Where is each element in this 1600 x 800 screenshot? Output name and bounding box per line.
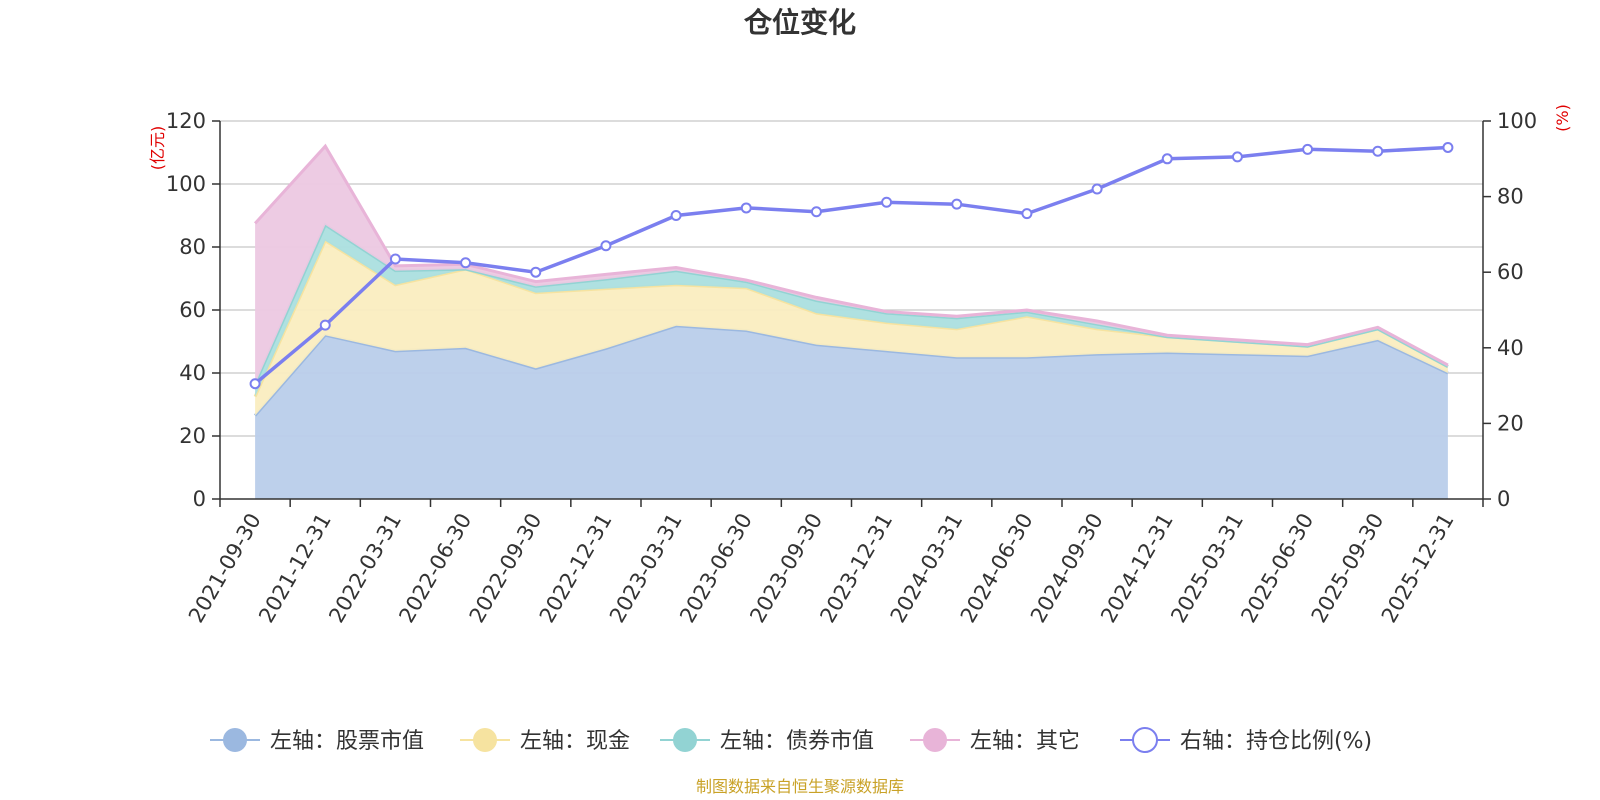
- left-tick-label: 40: [179, 361, 206, 385]
- legend: 左轴：股票市值 左轴：现金 左轴：债券市值 左轴：其它 右轴：持仓比例(%): [210, 727, 1372, 754]
- ratio-point: [740, 202, 752, 214]
- ratio-point: [951, 198, 963, 210]
- x-tick-label: 2021-09-30: [184, 509, 266, 627]
- x-tick-label: 2023-06-30: [675, 509, 757, 627]
- ratio-point: [1091, 183, 1103, 195]
- x-tick-label: 2023-03-31: [605, 509, 687, 627]
- x-tick-label: 2021-12-31: [254, 509, 336, 627]
- x-tick-label: 2025-12-31: [1377, 509, 1459, 627]
- x-tick-label: 2024-12-31: [1096, 509, 1178, 627]
- right-axis-unit: (%): [1553, 104, 1572, 132]
- x-tick-label: 2022-09-30: [465, 509, 547, 627]
- ratio-point: [530, 266, 542, 278]
- ratio-line-path: [253, 145, 1448, 386]
- ratio-point: [460, 257, 472, 269]
- ratio-point: [1161, 153, 1173, 165]
- right-tick-label: 60: [1497, 260, 1524, 284]
- legend-label-1: 左轴：现金: [520, 729, 630, 754]
- legend-label-2: 左轴：债券市值: [720, 729, 874, 754]
- legend-marker-2: [673, 728, 697, 752]
- stacked-areas: [253, 143, 1449, 499]
- x-tick-label: 2024-09-30: [1026, 509, 1108, 627]
- x-tick-label: 2022-03-31: [324, 509, 406, 627]
- x-tick-label: 2022-12-31: [535, 509, 617, 627]
- left-tick-label: 0: [193, 487, 206, 511]
- ratio-point: [249, 378, 261, 390]
- x-tick-label: 2025-03-31: [1166, 509, 1248, 627]
- left-axis-unit: (亿元): [148, 126, 167, 171]
- legend-marker-3: [923, 728, 947, 752]
- ratio-point: [670, 210, 682, 221]
- source-note: 制图数据来自恒生聚源数据库: [696, 777, 904, 796]
- x-tick-label: 2022-06-30: [394, 509, 476, 627]
- x-tick-label: 2023-12-31: [815, 509, 897, 627]
- legend-marker-4: [1132, 727, 1158, 753]
- right-tick-label: 80: [1497, 185, 1524, 209]
- legend-label-3: 左轴：其它: [970, 729, 1080, 754]
- ratio-point: [1021, 208, 1033, 220]
- left-tick-label: 100: [166, 172, 206, 196]
- chart-title: 仓位变化: [744, 6, 856, 39]
- area-series-0: [255, 325, 1448, 499]
- x-tick-label: 2024-03-31: [886, 509, 968, 627]
- holding-ratio-line: [249, 141, 1454, 390]
- legend-marker-1: [473, 728, 497, 752]
- left-tick-label: 120: [166, 109, 206, 133]
- ratio-point: [881, 196, 893, 208]
- right-tick-label: 100: [1497, 109, 1537, 133]
- x-tick-label: 2024-06-30: [956, 509, 1038, 627]
- ratio-point: [1372, 145, 1384, 157]
- right-tick-label: 20: [1497, 411, 1524, 435]
- right-tick-label: 0: [1497, 487, 1510, 511]
- right-tick-label: 40: [1497, 336, 1524, 360]
- x-tick-label: 2023-09-30: [745, 509, 827, 627]
- ratio-point: [600, 240, 612, 252]
- ratio-point: [389, 253, 401, 265]
- ratio-point: [1442, 141, 1454, 153]
- x-tick-label: 2025-06-30: [1236, 509, 1318, 627]
- legend-label-4: 右轴：持仓比例(%): [1180, 729, 1372, 754]
- left-tick-label: 20: [179, 424, 206, 448]
- left-tick-label: 80: [179, 235, 206, 259]
- legend-marker-0: [223, 728, 247, 752]
- area-series-2: [255, 224, 1448, 397]
- ratio-point: [810, 206, 822, 218]
- ratio-point: [1231, 151, 1243, 163]
- left-tick-label: 60: [179, 298, 206, 322]
- ratio-point: [1302, 143, 1314, 155]
- x-tick-label: 2025-09-30: [1307, 509, 1389, 627]
- area-series-1: [255, 240, 1448, 416]
- area-series-line-3: [253, 143, 1449, 367]
- legend-label-0: 左轴：股票市值: [270, 729, 424, 754]
- ratio-point: [319, 319, 331, 331]
